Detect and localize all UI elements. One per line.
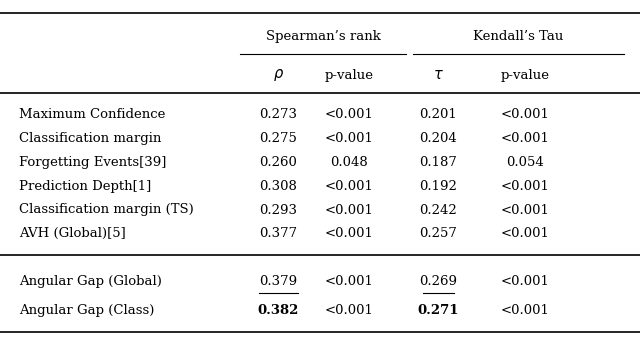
- Text: Classification margin (TS): Classification margin (TS): [19, 203, 194, 217]
- Text: <0.001: <0.001: [500, 132, 549, 145]
- Text: 0.260: 0.260: [259, 156, 298, 169]
- Text: 0.054: 0.054: [506, 156, 543, 169]
- Text: 0.269: 0.269: [419, 275, 458, 288]
- Text: $\tau$: $\tau$: [433, 68, 444, 82]
- Text: 0.048: 0.048: [330, 156, 367, 169]
- Text: Kendall’s Tau: Kendall’s Tau: [473, 30, 564, 43]
- Text: Maximum Confidence: Maximum Confidence: [19, 108, 166, 121]
- Text: <0.001: <0.001: [324, 132, 373, 145]
- Text: 0.242: 0.242: [420, 203, 457, 217]
- Text: Spearman’s rank: Spearman’s rank: [266, 30, 381, 43]
- Text: 0.377: 0.377: [259, 227, 298, 240]
- Text: 0.192: 0.192: [419, 180, 458, 193]
- Text: 0.293: 0.293: [259, 203, 298, 217]
- Text: 0.271: 0.271: [418, 304, 459, 317]
- Text: <0.001: <0.001: [500, 275, 549, 288]
- Text: <0.001: <0.001: [324, 180, 373, 193]
- Text: <0.001: <0.001: [324, 304, 373, 317]
- Text: <0.001: <0.001: [500, 108, 549, 121]
- Text: 0.201: 0.201: [420, 108, 457, 121]
- Text: <0.001: <0.001: [500, 304, 549, 317]
- Text: 0.275: 0.275: [259, 132, 298, 145]
- Text: Angular Gap (Global): Angular Gap (Global): [19, 275, 162, 288]
- Text: 0.257: 0.257: [419, 227, 458, 240]
- Text: <0.001: <0.001: [500, 203, 549, 217]
- Text: <0.001: <0.001: [324, 275, 373, 288]
- Text: Forgetting Events[39]: Forgetting Events[39]: [19, 156, 166, 169]
- Text: 0.382: 0.382: [258, 304, 299, 317]
- Text: Prediction Depth[1]: Prediction Depth[1]: [19, 180, 152, 193]
- Text: AVH (Global)[5]: AVH (Global)[5]: [19, 227, 126, 240]
- Text: <0.001: <0.001: [324, 203, 373, 217]
- Text: p-value: p-value: [500, 69, 549, 82]
- Text: 0.308: 0.308: [259, 180, 298, 193]
- Text: 0.204: 0.204: [420, 132, 457, 145]
- Text: $\rho$: $\rho$: [273, 67, 284, 83]
- Text: 0.273: 0.273: [259, 108, 298, 121]
- Text: p-value: p-value: [324, 69, 373, 82]
- Text: <0.001: <0.001: [500, 227, 549, 240]
- Text: <0.001: <0.001: [324, 227, 373, 240]
- Text: Angular Gap (Class): Angular Gap (Class): [19, 304, 155, 317]
- Text: 0.187: 0.187: [419, 156, 458, 169]
- Text: <0.001: <0.001: [500, 180, 549, 193]
- Text: Classification margin: Classification margin: [19, 132, 161, 145]
- Text: <0.001: <0.001: [324, 108, 373, 121]
- Text: 0.379: 0.379: [259, 275, 298, 288]
